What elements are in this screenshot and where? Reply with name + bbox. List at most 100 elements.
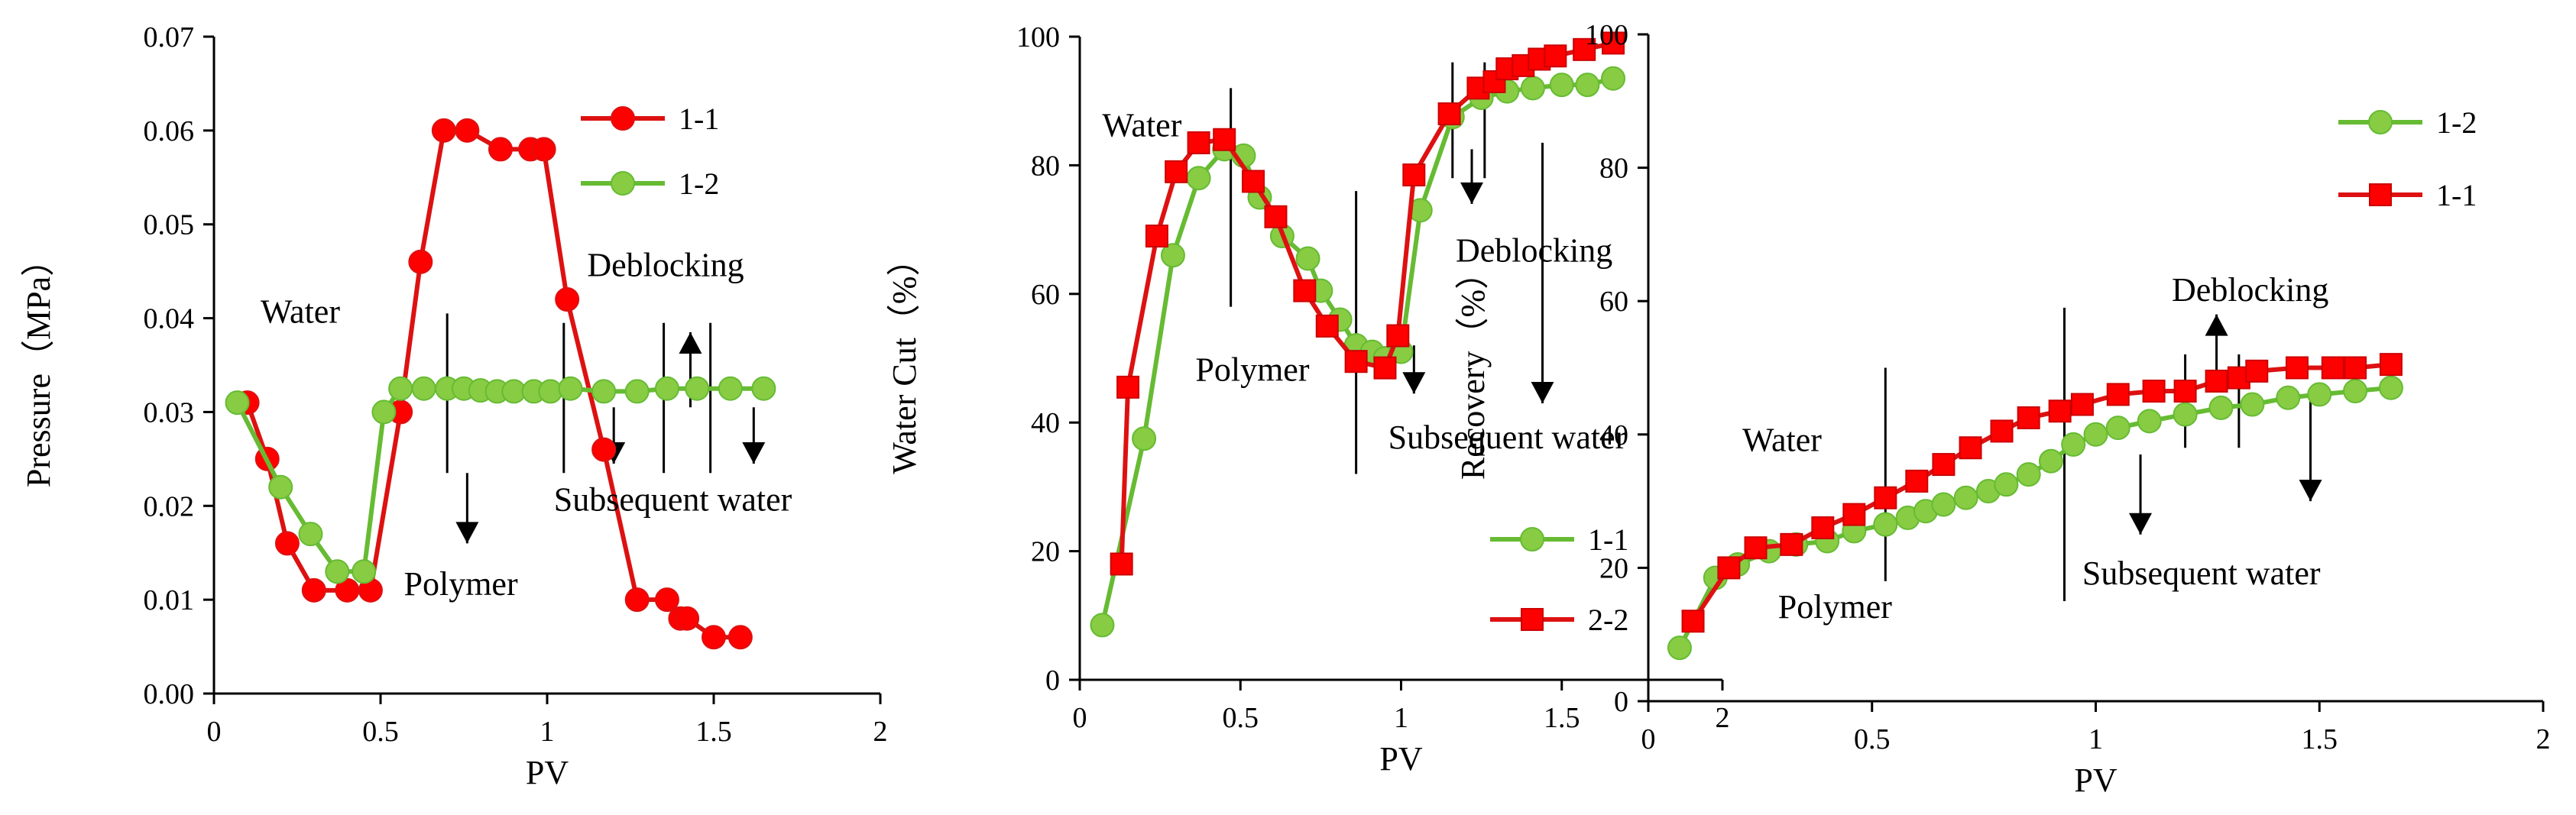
data-point xyxy=(225,390,250,416)
y-tick-label: 20 xyxy=(1031,536,1060,568)
x-tick-label: 1.5 xyxy=(2302,723,2338,755)
x-tick-label: 2 xyxy=(873,716,888,748)
data-point xyxy=(2208,395,2234,420)
data-point xyxy=(1145,225,1168,248)
data-point xyxy=(1874,486,1897,509)
data-point xyxy=(555,287,580,312)
data-point xyxy=(1601,66,1626,91)
legend-label: 2-2 xyxy=(1588,603,1628,637)
y-axis-label: Recovery（%） xyxy=(1454,256,1492,480)
arrow-down-icon xyxy=(2129,513,2153,535)
x-tick-label: 0.5 xyxy=(362,716,399,748)
data-point xyxy=(1780,532,1803,556)
x-tick-label: 1 xyxy=(540,716,555,748)
annotation-label: Deblocking xyxy=(1456,232,1612,270)
data-point xyxy=(1990,419,2014,443)
data-point xyxy=(1873,512,1898,537)
data-point xyxy=(1165,160,1188,183)
data-point xyxy=(558,376,583,401)
data-point xyxy=(751,376,776,401)
data-point xyxy=(2061,432,2086,457)
legend-label: 1-1 xyxy=(2436,178,2477,212)
data-point xyxy=(1186,166,1211,191)
x-tick-label: 1.5 xyxy=(1544,702,1580,734)
y-tick-label: 0 xyxy=(1614,686,1628,718)
data-point xyxy=(2240,392,2265,417)
data-point xyxy=(1373,356,1397,380)
data-point xyxy=(2017,406,2040,429)
legend-label: 1-2 xyxy=(679,167,719,201)
annotation-label: Subsequent water xyxy=(554,480,792,518)
series-1-2 xyxy=(225,376,776,584)
y-tick-label: 0.00 xyxy=(144,678,195,710)
data-point xyxy=(1932,453,1955,477)
x-axis-label: PV xyxy=(526,754,569,791)
legend-label: 1-1 xyxy=(1588,522,1628,557)
x-tick-label: 0 xyxy=(1073,702,1087,734)
data-point xyxy=(2173,402,2198,427)
x-tick-label: 2 xyxy=(2536,723,2551,755)
data-point xyxy=(431,118,456,143)
data-point xyxy=(675,606,700,631)
y-tick-label: 0.06 xyxy=(144,115,195,147)
data-point xyxy=(2379,353,2403,377)
y-tick-label: 0.03 xyxy=(144,396,195,429)
series-1-1 xyxy=(235,118,753,650)
legend-label: 1-2 xyxy=(2436,105,2477,140)
x-tick-label: 1 xyxy=(2088,723,2103,755)
data-point xyxy=(371,399,397,425)
data-point xyxy=(2016,462,2041,487)
data-point xyxy=(1090,613,1115,638)
series-line xyxy=(1119,40,1614,564)
y-tick-label: 0.04 xyxy=(144,303,195,335)
data-point xyxy=(325,559,350,584)
data-point xyxy=(455,118,480,143)
x-tick-label: 0 xyxy=(1641,723,1656,755)
arrow-down-icon xyxy=(1402,372,1426,394)
data-point xyxy=(685,376,710,401)
y-tick-label: 0.02 xyxy=(144,490,195,522)
data-point xyxy=(624,587,650,613)
data-point xyxy=(1842,503,1866,526)
arrow-down-icon xyxy=(2299,480,2322,502)
data-point xyxy=(1544,44,1567,68)
data-point xyxy=(1264,205,1288,228)
data-point xyxy=(654,376,679,401)
y-tick-label: 80 xyxy=(1031,150,1060,182)
data-point xyxy=(1295,246,1320,271)
y-tick-label: 0.07 xyxy=(144,21,195,53)
data-point xyxy=(268,474,293,500)
y-tick-label: 0.05 xyxy=(144,209,195,241)
data-point xyxy=(1994,472,2019,497)
series-2-2 xyxy=(1110,31,1625,576)
data-point xyxy=(654,587,679,613)
y-tick-label: 40 xyxy=(1031,407,1060,439)
data-point xyxy=(301,577,326,603)
x-axis-label: PV xyxy=(1379,740,1422,778)
data-point xyxy=(1931,492,1956,517)
data-point xyxy=(531,137,556,162)
legend-marker xyxy=(1521,608,1544,631)
y-tick-label: 0 xyxy=(1045,665,1060,697)
legend-label: 1-1 xyxy=(679,102,719,136)
data-point xyxy=(2245,359,2269,383)
y-tick-label: 40 xyxy=(1599,419,1628,451)
data-point xyxy=(2048,399,2072,423)
legend-marker xyxy=(611,106,635,131)
y-tick-label: 100 xyxy=(1016,21,1060,53)
legend-marker xyxy=(611,171,635,196)
data-point xyxy=(2137,409,2162,434)
legend-marker xyxy=(2369,183,2392,206)
annotation-label: Polymer xyxy=(1778,588,1892,626)
data-point xyxy=(1116,375,1140,399)
arrow-down-icon xyxy=(1460,182,1484,204)
data-point xyxy=(1402,163,1426,187)
data-point xyxy=(298,522,323,547)
data-point xyxy=(1744,536,1768,560)
annotation-label: Subsequent water xyxy=(2082,555,2321,592)
y-tick-label: 60 xyxy=(1031,279,1060,311)
data-point xyxy=(2038,448,2063,474)
annotation-label: Water xyxy=(261,293,340,331)
